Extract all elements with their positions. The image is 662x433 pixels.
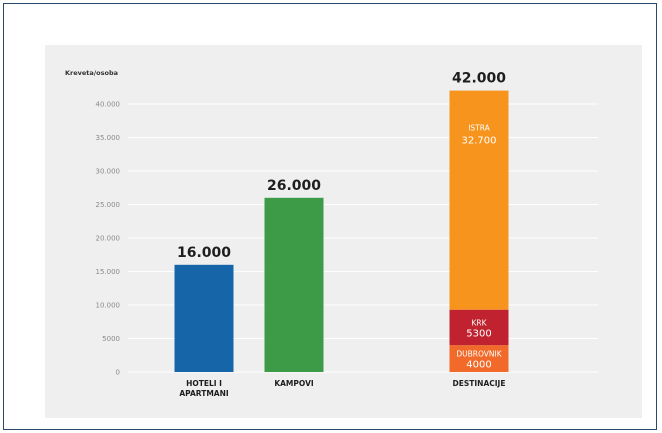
segment-value-label: 5300 [466, 328, 491, 339]
bar [264, 197, 324, 372]
bar-total-label: 26.000 [267, 178, 321, 194]
y-tick-label: 30.000 [96, 168, 121, 176]
y-axis-label: Kreveta/osoba [65, 69, 118, 77]
bar-total-label: 42.000 [452, 71, 506, 87]
bar-total-label: 16.000 [177, 245, 231, 261]
y-tick-label: 35.000 [96, 134, 121, 142]
segment-name-label: DUBROVNIK [456, 350, 502, 359]
y-tick-label: 0 [116, 369, 120, 377]
y-tick-label: 20.000 [96, 235, 121, 243]
segment-value-label: 32.700 [462, 136, 497, 147]
category-label: APARTMANI [179, 389, 229, 398]
y-tick-label: 40.000 [96, 101, 121, 109]
bar-segment-istra [449, 90, 509, 310]
chart-panel: Kreveta/osoba 0 5000 10.000 15.000 20.000 25.0… [45, 45, 642, 418]
category-label: KAMPOVI [274, 379, 314, 388]
y-tick-label: 25.000 [96, 201, 121, 209]
bar-chart: Kreveta/osoba 0 5000 10.000 15.000 20.000 25.0… [65, 69, 598, 398]
category-label: HOTELI I [186, 379, 222, 388]
outer-frame: Kreveta/osoba 0 5000 10.000 15.000 20.000 25.0… [3, 3, 657, 430]
y-tick-label: 5000 [102, 335, 120, 343]
bar-segment-krk [449, 309, 509, 346]
segment-name-label: KRK [471, 318, 487, 327]
segment-value-label: 4000 [466, 360, 491, 371]
y-tick-label: 15.000 [96, 268, 121, 276]
category-label: DESTINACIJE [453, 379, 506, 388]
y-tick-label: 10.000 [96, 302, 121, 310]
bar-segment-dubrovnik [449, 345, 509, 372]
segment-name-label: ISTRA [468, 124, 490, 133]
bar [174, 264, 234, 372]
